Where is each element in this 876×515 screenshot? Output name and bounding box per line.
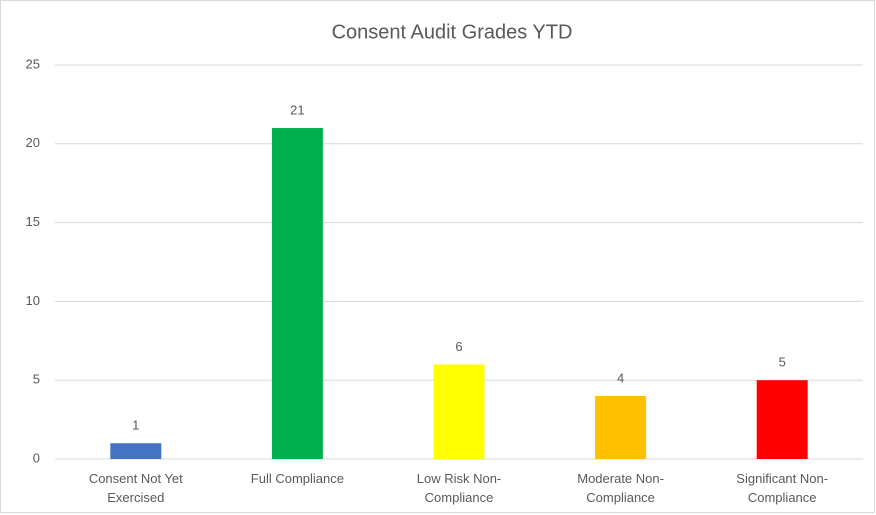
bar (110, 443, 162, 459)
y-tick-label: 20 (26, 135, 40, 150)
data-label: 5 (779, 355, 786, 370)
chart-title: Consent Audit Grades YTD (332, 21, 573, 43)
data-label: 21 (290, 102, 304, 117)
x-tick-label: Consent Not Yet Exercised (88, 471, 183, 505)
y-tick-label: 25 (26, 56, 40, 71)
y-tick-label: 15 (26, 214, 40, 229)
y-tick-label: 10 (26, 293, 40, 308)
y-tick-label: 5 (33, 372, 40, 387)
bar (271, 128, 323, 460)
x-tick-label: Significant Non-Compliance (736, 471, 829, 505)
bar (756, 380, 808, 459)
bar (595, 395, 647, 459)
x-tick-label: Low Risk Non-Compliance (416, 471, 502, 505)
data-label: 4 (617, 370, 624, 385)
data-label: 6 (455, 339, 462, 354)
bar (433, 364, 485, 459)
y-tick-label: 0 (33, 450, 40, 465)
data-label: 1 (132, 418, 139, 433)
x-tick-label: Full Compliance (250, 471, 344, 486)
x-tick-label: Moderate Non-Compliance (577, 471, 664, 505)
